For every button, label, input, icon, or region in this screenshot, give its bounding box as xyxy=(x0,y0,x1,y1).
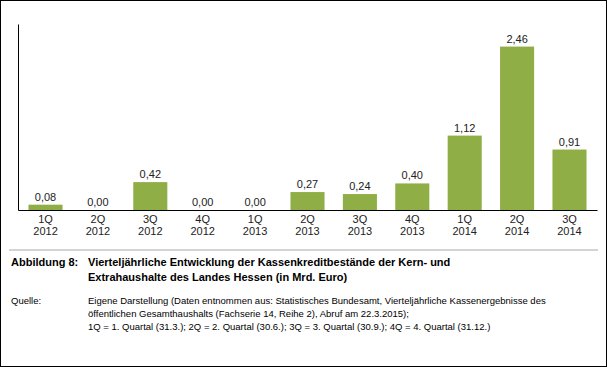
x-tick-label-line: 2Q xyxy=(91,213,106,225)
x-tick-label-line: 2012 xyxy=(190,225,214,237)
bar xyxy=(395,183,429,210)
data-label: 0,08 xyxy=(35,191,56,203)
bar xyxy=(343,194,377,210)
bar xyxy=(238,210,272,211)
x-tick-label: 2Q2012 xyxy=(86,213,110,238)
title-line: Vierteljährliche Entwicklung der Kassenk… xyxy=(88,256,450,268)
title: Vierteljährliche Entwicklung der Kassenk… xyxy=(88,256,450,283)
bar xyxy=(448,136,482,210)
x-tick-label-line: 2Q xyxy=(300,213,315,225)
data-label: 0,00 xyxy=(192,196,213,208)
x-tick-label-line: 3Q xyxy=(143,213,158,225)
x-tick-label-line: 2013 xyxy=(348,225,372,237)
x-axis: 1Q20122Q20123Q20124Q20121Q20132Q20133Q20… xyxy=(19,210,598,237)
x-tick-label: 4Q2013 xyxy=(400,213,424,238)
bar xyxy=(500,47,534,210)
bar xyxy=(28,205,62,210)
x-tick-label: 1Q2014 xyxy=(452,213,476,238)
x-tick: 3Q2013 xyxy=(348,210,372,237)
x-tick-label-line: 2Q xyxy=(510,213,525,225)
x-axis-line xyxy=(19,210,598,211)
data-label: 0,27 xyxy=(297,178,318,190)
x-tick-label: 2Q2013 xyxy=(295,213,319,238)
data-labels: 0,08 0,00 0,42 0,00 0,00 0,27 0,24 0,40 1,12 2,46… xyxy=(35,33,580,208)
source-text: Eigene Darstellung (Daten entnommen aus:… xyxy=(88,295,546,306)
x-tick-label-line: 4Q xyxy=(195,213,210,225)
x-tick-label: 4Q2012 xyxy=(190,213,214,238)
x-tick: 1Q2012 xyxy=(33,210,57,237)
x-tick: 4Q2012 xyxy=(190,210,214,237)
caption-separator xyxy=(9,250,598,251)
x-tick: 2Q2013 xyxy=(295,210,319,237)
x-tick-label-line: 2013 xyxy=(295,225,319,237)
x-tick-label-line: 2013 xyxy=(400,225,424,237)
x-tick-label-line: 2014 xyxy=(505,225,529,237)
x-tick-label: 1Q2013 xyxy=(243,213,267,238)
x-tick-label-line: 4Q xyxy=(405,213,420,225)
x-tick-label-line: 2012 xyxy=(86,225,110,237)
figure-label: Abbildung 8: xyxy=(11,256,78,268)
x-tick-label-line: 2014 xyxy=(557,225,581,237)
x-tick-label-line: 2014 xyxy=(452,225,476,237)
x-tick-label: 3Q2012 xyxy=(138,213,162,238)
data-label: 2,46 xyxy=(506,33,527,45)
data-label: 1,12 xyxy=(454,122,475,134)
bar xyxy=(290,192,324,210)
x-tick-label-line: 2012 xyxy=(138,225,162,237)
bar xyxy=(133,182,167,210)
y-axis-line xyxy=(18,25,19,211)
chart-container: 0,08 0,00 0,42 0,00 0,00 0,27 0,24 0,40 1,12 2,46… xyxy=(0,0,607,367)
y-axis xyxy=(18,25,19,211)
x-tick-label-line: 2013 xyxy=(243,225,267,237)
x-tick-label-line: 3Q xyxy=(562,213,577,225)
data-label: 0,00 xyxy=(244,196,265,208)
figure-border xyxy=(1,1,607,367)
bar xyxy=(186,210,220,211)
x-tick: 2Q2014 xyxy=(505,210,529,237)
data-label: 0,24 xyxy=(349,180,370,192)
title-line: Extrahaushalte des Landes Hessen (in Mrd… xyxy=(88,271,348,283)
x-tick: 1Q2013 xyxy=(243,210,267,237)
source-label: Quelle: xyxy=(11,295,41,306)
x-tick: 1Q2014 xyxy=(452,210,476,237)
source-text: 1Q = 1. Quartal (31.3.); 2Q = 2. Quartal… xyxy=(88,321,490,332)
bar xyxy=(552,150,586,210)
x-tick-label-line: 2012 xyxy=(33,225,57,237)
bar xyxy=(81,210,115,211)
data-label: 0,42 xyxy=(140,168,161,180)
x-tick-label: 2Q2014 xyxy=(505,213,529,238)
x-tick: 3Q2014 xyxy=(557,210,581,237)
x-tick-label: 1Q2012 xyxy=(33,213,57,238)
x-tick: 2Q2012 xyxy=(86,210,110,237)
x-tick-label-line: 3Q xyxy=(353,213,368,225)
x-tick: 3Q2012 xyxy=(138,210,162,237)
data-label: 0,40 xyxy=(402,169,423,181)
x-tick-label: 3Q2013 xyxy=(348,213,372,238)
data-label: 0,00 xyxy=(87,196,108,208)
x-tick-label-line: 1Q xyxy=(457,213,472,225)
x-tick-label-line: 1Q xyxy=(248,213,263,225)
source-text: öffentlichen Gesamthaushalts (Fachserie … xyxy=(88,308,409,319)
data-label: 0,91 xyxy=(559,136,580,148)
chart-svg: 0,08 0,00 0,42 0,00 0,00 0,27 0,24 0,40 1,12 2,46… xyxy=(0,0,607,367)
x-tick-label: 3Q2014 xyxy=(557,213,581,238)
x-tick-label-line: 1Q xyxy=(38,213,53,225)
plot-area xyxy=(28,47,586,210)
x-tick: 4Q2013 xyxy=(400,210,424,237)
